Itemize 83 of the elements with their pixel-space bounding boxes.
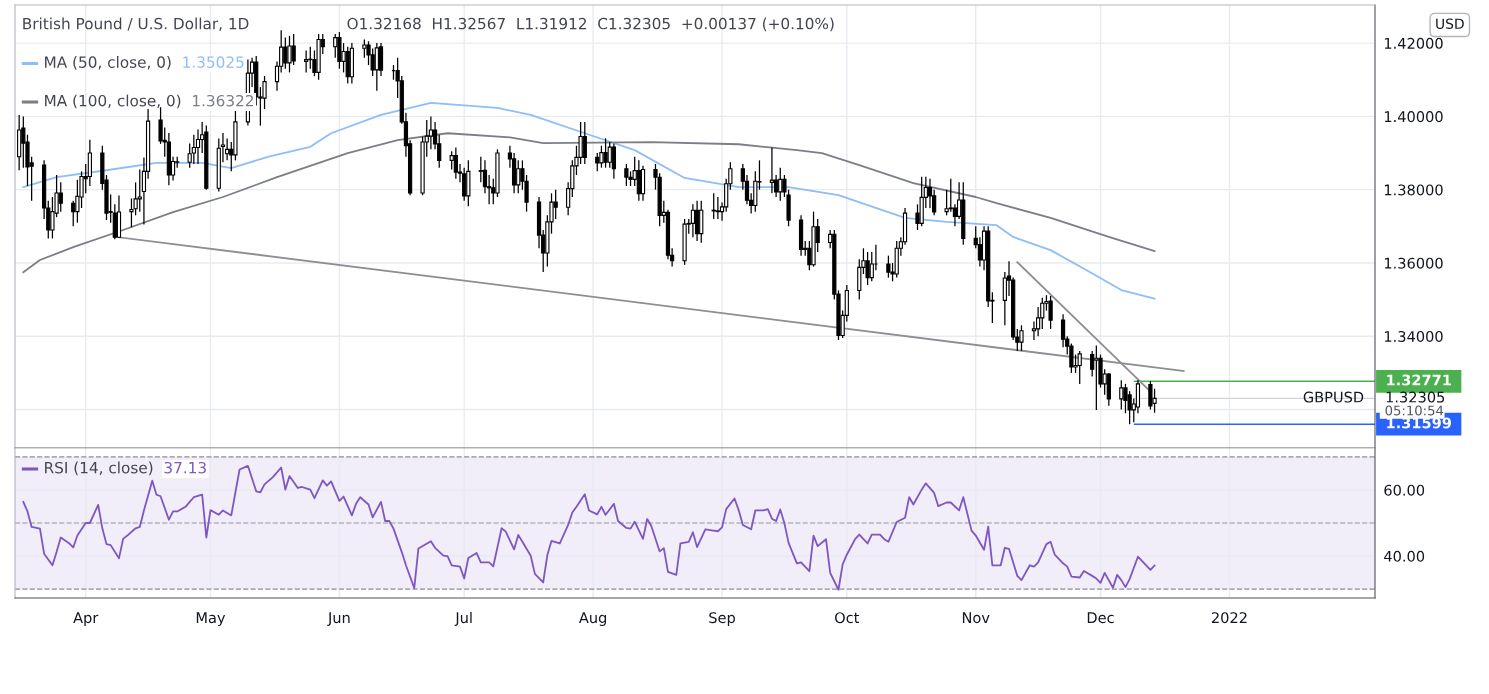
x-tick-label: Dec <box>1087 612 1114 624</box>
candlestick <box>449 150 454 171</box>
candlestick <box>71 200 76 227</box>
candlestick <box>1036 306 1041 337</box>
candlestick <box>715 196 720 220</box>
candlestick <box>283 36 288 70</box>
candlestick <box>1048 295 1053 330</box>
candlestick <box>304 49 309 74</box>
x-tick-label: Jun <box>327 612 350 626</box>
line-series <box>22 132 1156 274</box>
legend-label: MA (50, close, 0) <box>45 56 171 70</box>
legend-label: MA (100, close, 0) <box>45 94 181 109</box>
candlestick <box>1148 380 1153 411</box>
candlestick <box>287 35 292 74</box>
candlestick <box>374 42 379 92</box>
candlestick <box>607 141 612 169</box>
y-tick-label: 60.00 <box>1384 484 1425 496</box>
candlestick <box>453 146 458 180</box>
y-tick-label: 1.34000 <box>1384 330 1443 342</box>
candlestick <box>595 152 600 172</box>
candlestick <box>87 139 92 187</box>
x-tick-label: Nov <box>962 612 990 624</box>
candlestick <box>1060 313 1066 348</box>
candlestick <box>769 146 775 194</box>
x-tick-label: Apr <box>73 612 99 626</box>
x-tick-label: May <box>196 612 226 626</box>
y-tick-label: 1.40000 <box>1384 111 1443 123</box>
candlestick <box>58 181 63 213</box>
y-tick-label: 1.36000 <box>1384 257 1443 269</box>
candlestick <box>1152 388 1157 414</box>
candlestick <box>1135 379 1141 414</box>
candlestick <box>948 178 953 213</box>
candlestick <box>195 128 201 165</box>
candlestick <box>699 200 704 244</box>
x-tick-label: Sep <box>709 612 735 626</box>
legend-label: RSI (14, close) <box>45 461 153 476</box>
candlestick <box>636 159 641 202</box>
candlestick <box>694 200 700 242</box>
text: British Pound / U.S. Dollar, 1D <box>23 17 249 31</box>
x-tick-label: 2022 <box>1211 612 1247 624</box>
candlestick <box>553 189 558 220</box>
candlestick <box>462 167 467 202</box>
candlestick <box>582 121 587 165</box>
annotation: 1.35025 <box>183 56 244 68</box>
candlestick <box>191 134 196 165</box>
x-tick-label: Jul <box>454 611 472 626</box>
y-tick-label: 1.42000 <box>1384 37 1443 49</box>
candlestick <box>886 255 891 279</box>
y-axis-title: USD <box>1436 18 1464 29</box>
ref-line-label: 1.31599 <box>1387 417 1452 429</box>
annotation: 1.36322 <box>193 94 253 107</box>
candlestick <box>603 137 608 169</box>
y-tick-label: 1.38000 <box>1384 184 1443 196</box>
candlestick <box>778 167 783 202</box>
candlestick <box>1077 350 1082 385</box>
ref-line-label: 1.32771 <box>1387 374 1451 386</box>
candlestick <box>291 33 296 66</box>
candlestick <box>857 258 862 301</box>
candlestick <box>428 115 434 150</box>
annotation: O1.32168 H1.32567 L1.31912 C1.32305 +0.00137 (+0.10%) <box>347 17 834 32</box>
candlestick <box>224 137 230 161</box>
candlestick <box>711 192 716 220</box>
candlestick <box>1019 324 1024 352</box>
x-tick-label: Oct <box>835 612 860 624</box>
x-tick-label: Aug <box>578 612 607 626</box>
y-tick-label: 40.00 <box>1384 550 1425 562</box>
candlestick <box>1119 379 1124 411</box>
candlestick <box>378 42 384 77</box>
candlestick <box>624 163 629 187</box>
ref-line-label: 1.32305 <box>1386 391 1445 403</box>
candlestick <box>865 251 870 286</box>
candlestick <box>1094 344 1099 411</box>
candlestick <box>952 203 958 227</box>
candlestick <box>611 143 617 180</box>
candlestick <box>362 38 367 59</box>
candlestick <box>478 156 483 183</box>
candlestick <box>516 159 521 194</box>
text: 05:10:54 <box>1385 405 1444 416</box>
candlestick <box>1090 350 1095 378</box>
annotation: GBPUSD <box>1303 391 1364 403</box>
candlestick <box>337 31 342 70</box>
candlestick <box>333 33 338 59</box>
annotation: 37.13 <box>164 461 206 474</box>
